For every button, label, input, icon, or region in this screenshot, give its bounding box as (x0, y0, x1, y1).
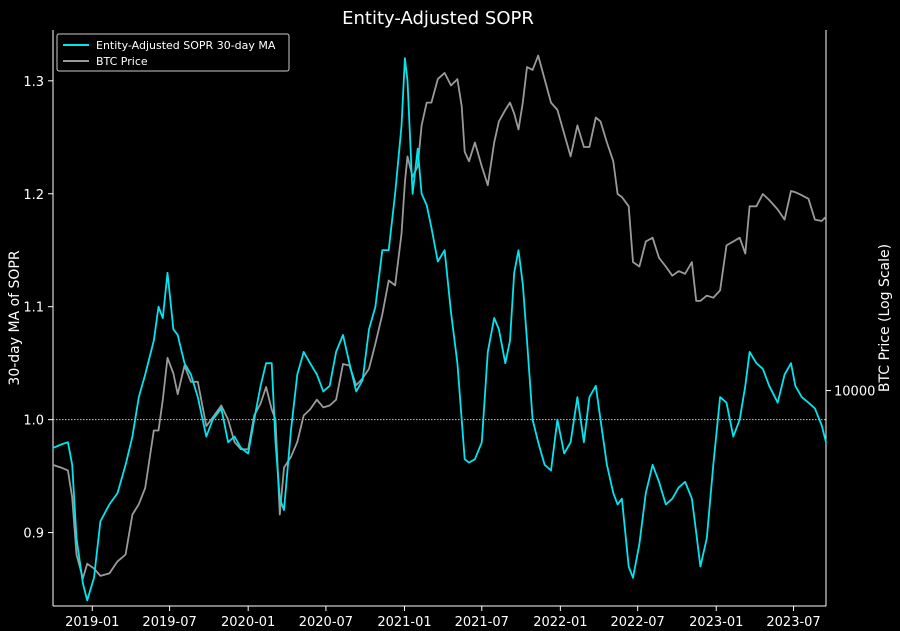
btc-price-line (52, 54, 827, 580)
x-tick-label: 2022-07 (610, 615, 664, 630)
x-tick-label: 2022-01 (533, 615, 587, 630)
y-tick-label: 1.2 (23, 188, 44, 203)
x-tick-label: 2021-07 (455, 615, 509, 630)
x-tick-label: 2019-07 (142, 615, 196, 630)
x-tick-label: 2023-07 (766, 615, 820, 630)
chart-title: Entity-Adjusted SOPR (342, 8, 534, 29)
legend-label-sopr: Entity-Adjusted SOPR 30-day MA (96, 39, 276, 52)
legend-label-btc: BTC Price (96, 55, 148, 68)
y-tick-label: 0.9 (23, 527, 44, 542)
y-tick-label: 1.0 (23, 414, 44, 429)
x-tick-label: 2020-07 (299, 615, 353, 630)
y-tick-label: 1.1 (23, 301, 44, 316)
x-tick-label: 2021-01 (377, 615, 431, 630)
legend-box (56, 33, 290, 72)
x-tick-label: 2023-01 (689, 615, 743, 630)
axes (52, 30, 827, 607)
y-tick-label: 1.3 (23, 75, 44, 90)
x-tick-label: 2019-01 (65, 615, 119, 630)
y2-axis-label: BTC Price (Log Scale) (877, 244, 893, 392)
x-tick-label: 2020-01 (221, 615, 275, 630)
series-layer (52, 54, 827, 602)
y-axis-ticks: 0.9 1.0 1.1 1.2 1.3 (23, 75, 53, 542)
y2-tick-label: 10000 (834, 385, 875, 400)
legend: Entity-Adjusted SOPR 30-day MA BTC Price (56, 33, 290, 72)
y2-axis-ticks: 10000 (826, 385, 875, 400)
x-axis-ticks: 2019-01 2019-07 2020-01 2020-07 2021-01 2021-… (65, 606, 821, 630)
sopr-ma-line (52, 57, 827, 602)
y-axis-label: 30-day MA of SOPR (7, 250, 23, 385)
